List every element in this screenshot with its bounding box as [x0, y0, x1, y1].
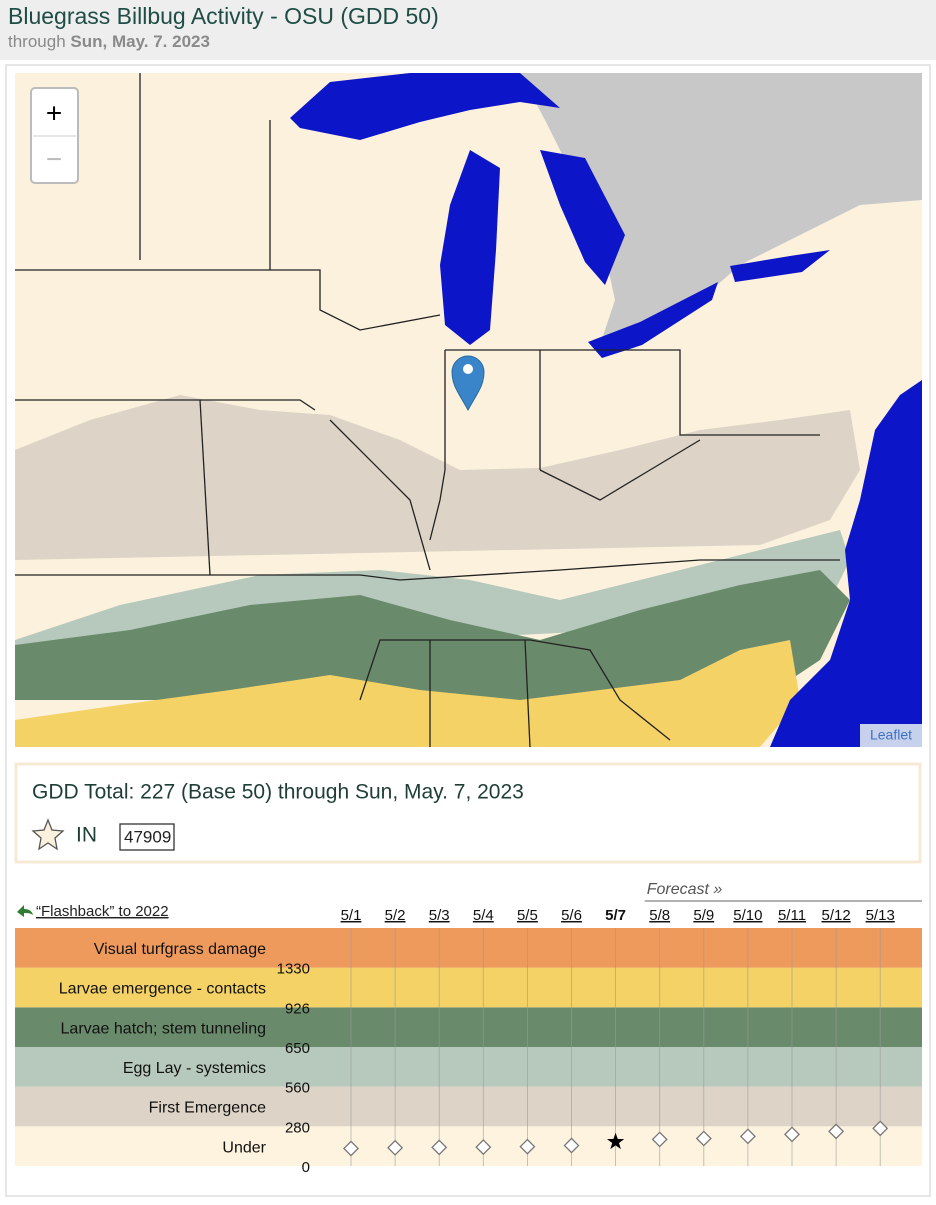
current-marker [607, 1132, 625, 1150]
date-label: 5/13 [866, 907, 895, 924]
y-tick-label: 560 [285, 1080, 310, 1097]
forecast-label: Forecast » [647, 881, 723, 898]
lake-superior [290, 73, 560, 140]
lake-huron [540, 150, 625, 285]
gdd-total: GDD Total: 227 (Base 50) through Sun, Ma… [32, 781, 524, 804]
gdd-marker [872, 1120, 889, 1137]
date-label: 5/7 [605, 907, 626, 924]
stage-chart: Under First Emergence Egg Lay - systemics L… [15, 881, 922, 1176]
date-label: 5/9 [693, 907, 714, 924]
subtitle-prefix: through [8, 32, 66, 51]
stage-label: Egg Lay - systemics [123, 1060, 266, 1077]
gdd-marker [828, 1123, 845, 1140]
zoom-in[interactable]: + [46, 97, 62, 128]
gdd-marker [387, 1139, 404, 1156]
attribution[interactable]: Leaflet [870, 727, 912, 743]
flashback-icon[interactable] [17, 905, 33, 917]
stage-band [15, 1086, 922, 1127]
location-pin[interactable] [451, 355, 485, 412]
band-larvae-emergence [15, 640, 800, 747]
favorite-star[interactable] [31, 818, 65, 851]
date-label: 5/3 [429, 907, 450, 924]
gdd-marker [563, 1137, 580, 1154]
subtitle-date: Sun, May. 7. 2023 [70, 32, 210, 51]
date-label: 5/6 [561, 907, 582, 924]
y-tick-label: 1330 [277, 961, 310, 978]
zip-input[interactable]: 47909 [119, 823, 175, 851]
stage-label: Larvae hatch; stem tunneling [61, 1020, 266, 1037]
lake-erie [588, 282, 718, 358]
state: IN [76, 824, 97, 847]
map[interactable]: Leaflet [15, 73, 922, 747]
stage-band [15, 1047, 922, 1087]
zip-input-box [119, 823, 175, 851]
subtitle: through Sun, May. 7. 2023 [8, 32, 210, 51]
stage-band [15, 1126, 922, 1166]
date-label: 5/12 [821, 907, 850, 924]
panel-border [5, 64, 931, 1197]
canada [520, 73, 922, 345]
y-tick-label: 650 [285, 1040, 310, 1057]
zoom-out[interactable]: − [46, 143, 62, 174]
gdd-marker [475, 1139, 492, 1156]
band-larvae-hatch [15, 570, 850, 700]
date-label: 5/11 [778, 907, 806, 924]
stage-label: Visual turfgrass damage [94, 941, 266, 958]
stage-band [15, 1007, 922, 1047]
gdd-marker [519, 1138, 536, 1155]
date-label: 5/4 [473, 907, 494, 924]
band-first-emergence [15, 395, 860, 560]
date-label: 5/8 [649, 907, 670, 924]
flashback-link[interactable]: “Flashback” to 2022 [36, 903, 169, 920]
gdd-marker [343, 1140, 359, 1157]
lake-michigan [440, 150, 500, 345]
date-label: 5/10 [733, 907, 762, 924]
gdd-marker [784, 1126, 800, 1143]
zip-value: 47909 [124, 827, 171, 846]
gdd-marker [739, 1128, 756, 1145]
state-borders [15, 73, 840, 747]
header-bg [0, 0, 936, 60]
date-label: 5/1 [341, 907, 362, 924]
gdd-marker [651, 1131, 668, 1148]
y-tick-label: 926 [285, 1000, 310, 1017]
gdd-marker [695, 1130, 712, 1147]
stage-band [15, 967, 922, 1008]
y-tick-label: 0 [302, 1159, 310, 1176]
title: Bluegrass Billbug Activity - OSU (GDD 50… [8, 3, 439, 29]
atlantic [770, 380, 922, 747]
lake-ontario [730, 250, 830, 282]
stage-label: First Emergence [149, 1100, 266, 1117]
gdd-marker [431, 1139, 448, 1156]
y-tick-label: 280 [285, 1119, 310, 1136]
stage-band [15, 928, 922, 968]
zoom-control: + − [30, 87, 79, 184]
stage-label: Larvae emergence - contacts [59, 981, 266, 998]
date-label: 5/2 [385, 907, 406, 924]
date-label: 5/5 [517, 907, 538, 924]
stage-label: Under [222, 1139, 266, 1156]
attribution-bg [860, 724, 922, 747]
